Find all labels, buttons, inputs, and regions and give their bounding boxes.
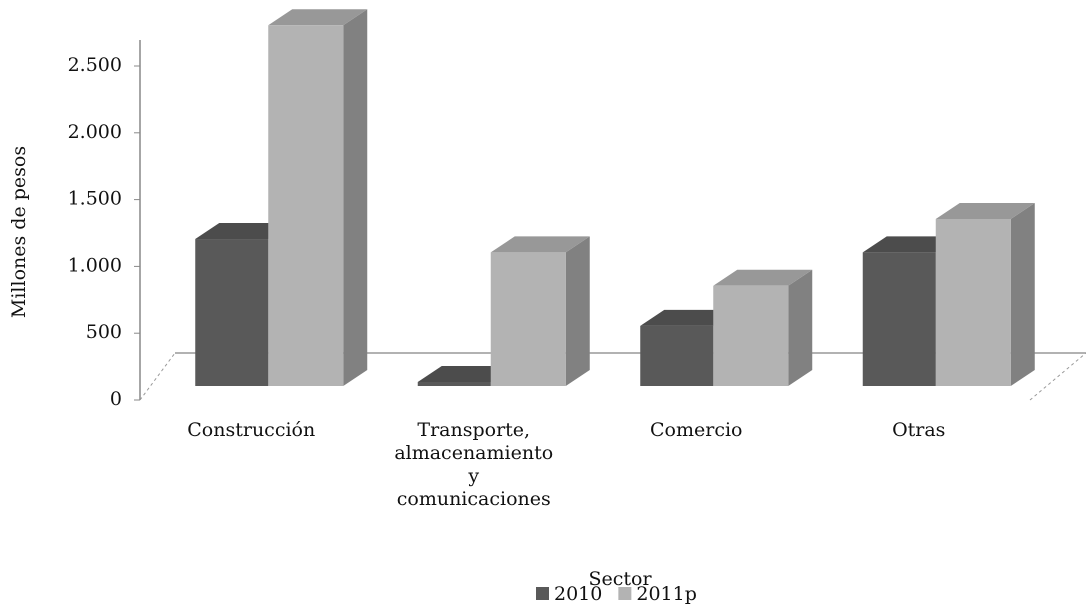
bar xyxy=(935,203,1035,386)
bar-top xyxy=(862,236,960,253)
y-axis-title: Millones de pesos xyxy=(8,146,30,318)
bar-front xyxy=(713,285,789,386)
legend-label: 2011p xyxy=(636,583,697,605)
floor-left xyxy=(139,352,176,401)
bar-top xyxy=(935,203,1035,219)
y-tick-label: 2.000 xyxy=(68,121,122,143)
bar-front xyxy=(862,252,936,386)
y-tick-label: 1.500 xyxy=(68,188,122,210)
bar-top xyxy=(417,365,515,382)
floor-right xyxy=(1029,352,1086,401)
bar-front xyxy=(417,381,491,386)
x-tick-label: Construcción xyxy=(187,419,316,441)
bar-front xyxy=(490,252,566,386)
bar xyxy=(490,236,590,386)
x-axis-title: Sector xyxy=(588,568,652,590)
bar-front xyxy=(268,25,344,387)
y-tick-label: 1.000 xyxy=(68,254,122,276)
bar-top xyxy=(640,309,738,326)
bar-top xyxy=(713,269,813,286)
x-tick-label: Transporte, almacenamiento y comunicacio… xyxy=(394,419,554,510)
y-tick-label: 500 xyxy=(86,321,122,343)
bar-side xyxy=(565,236,590,386)
bar-front xyxy=(640,325,714,386)
legend-swatch xyxy=(536,587,549,600)
bar-top xyxy=(490,236,590,253)
bar-side xyxy=(788,269,813,386)
bar xyxy=(268,9,368,387)
bar-front xyxy=(935,219,1011,386)
bar-side xyxy=(1010,203,1035,386)
legend-swatch xyxy=(618,587,632,600)
y-tick-label: 0 xyxy=(110,388,122,410)
bar-top xyxy=(195,223,293,240)
bar-top xyxy=(268,9,368,26)
legend-label: 2010 xyxy=(554,583,602,605)
x-tick-label: Comercio xyxy=(650,419,743,441)
bar-side xyxy=(343,9,368,387)
x-tick-label: Otras xyxy=(892,419,946,441)
y-tick-label: 2.500 xyxy=(68,54,122,76)
bar-front xyxy=(195,239,269,386)
bar xyxy=(713,269,813,386)
